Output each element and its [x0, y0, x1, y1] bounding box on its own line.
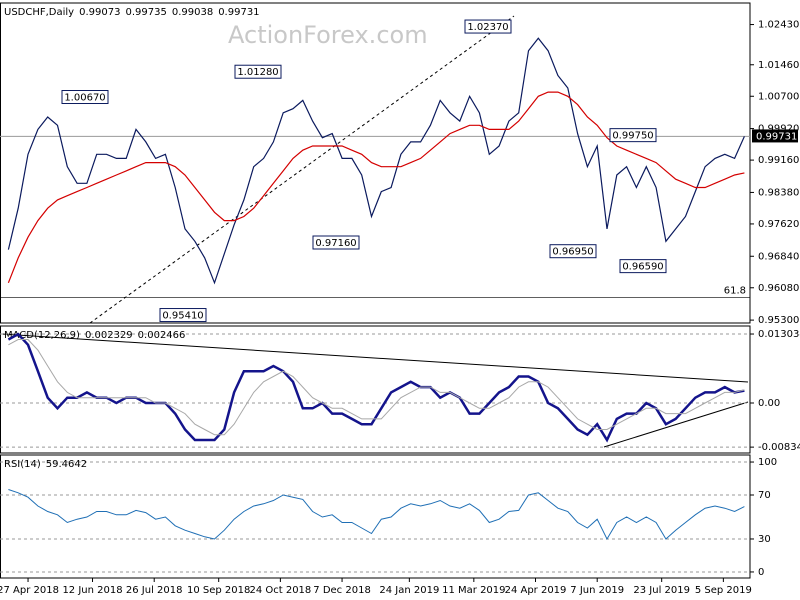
y-tick-label: 0.97620 — [758, 219, 799, 230]
y-tick-label: 0.99160 — [758, 155, 799, 166]
series-line — [7, 91, 745, 284]
panel-title: MACD(12,26,9) — [4, 330, 80, 341]
header-value: 0.99731 — [218, 7, 259, 18]
y-tick-label: 70 — [758, 490, 771, 501]
header-value: 0.002466 — [138, 330, 186, 341]
price-box — [619, 259, 667, 274]
panel-frame — [0, 454, 751, 579]
y-tick-label: 100 — [758, 457, 777, 468]
x-tick-label: 11 Mar 2019 — [442, 585, 505, 596]
x-tick-label: 24 Oct 2018 — [249, 585, 311, 596]
price-box — [609, 128, 657, 143]
price-box — [234, 64, 282, 79]
x-tick-label: 5 Sep 2019 — [695, 585, 752, 596]
series-line — [8, 489, 745, 541]
header-value: 0.99735 — [125, 7, 166, 18]
macd-trend-line — [1, 333, 749, 383]
price-label: 1.02370 — [467, 22, 508, 33]
panel-frame — [0, 325, 751, 454]
header-value: 0.99073 — [79, 7, 120, 18]
y-tick-label: 1.02430 — [758, 20, 799, 31]
header-value: 0.002329 — [85, 330, 133, 341]
last-price-box — [752, 129, 798, 143]
y-tick-label: 1.00700 — [758, 91, 799, 102]
y-tick-label: 0.95300 — [758, 315, 799, 326]
price-box — [464, 19, 512, 34]
y-tick-label: 0 — [758, 567, 764, 578]
fib-label: 61.8 — [724, 285, 746, 296]
y-tick-label: 0.99920 — [758, 124, 799, 135]
x-tick-label: 24 Apr 2019 — [505, 585, 567, 596]
x-tick-label: 23 Jul 2019 — [633, 585, 690, 596]
y-tick-label: 1.01460 — [758, 60, 799, 71]
price-box — [61, 90, 109, 105]
last-price-label: 0.99731 — [756, 131, 797, 142]
x-tick-label: 7 Jun 2019 — [570, 585, 624, 596]
y-tick-label: 0.96080 — [758, 283, 799, 294]
x-tick-label: 7 Dec 2018 — [313, 585, 371, 596]
price-label: 1.00670 — [64, 93, 105, 104]
price-label: 0.96950 — [552, 247, 593, 258]
series-line — [7, 37, 745, 285]
y-tick-label: 30 — [758, 534, 771, 545]
x-tick-label: 27 Apr 2018 — [0, 585, 59, 596]
watermark: ActionForex.com — [228, 21, 428, 49]
y-tick-label: 0.96840 — [758, 251, 799, 262]
price-box — [549, 244, 597, 259]
y-tick-label: 0.00 — [758, 398, 780, 409]
header-value: 59.4642 — [46, 459, 87, 470]
price-label: 0.97160 — [315, 238, 356, 249]
price-label: 1.01280 — [237, 67, 278, 78]
price-box — [312, 235, 360, 250]
price-label: 0.99750 — [612, 131, 653, 142]
price-label: 0.96590 — [622, 262, 663, 273]
price-box — [159, 308, 207, 323]
x-tick-label: 24 Jan 2019 — [379, 585, 439, 596]
panel-title: USDCHF,Daily — [4, 7, 74, 18]
y-tick-label: -0.00834 — [758, 442, 800, 453]
price-label: 0.95410 — [162, 311, 203, 322]
x-tick-label: 26 Jul 2018 — [126, 585, 183, 596]
series-line — [8, 339, 745, 436]
x-tick-label: 12 Jun 2018 — [62, 585, 122, 596]
header-value: 0.99038 — [172, 7, 213, 18]
x-tick-label: 10 Sep 2018 — [187, 585, 250, 596]
y-tick-label: 0.98380 — [758, 187, 799, 198]
panel-title: RSI(14) — [4, 459, 41, 470]
macd-trend-line — [603, 401, 749, 448]
panel-frame — [0, 2, 751, 324]
y-tick-label: 0.013034 — [758, 329, 800, 340]
